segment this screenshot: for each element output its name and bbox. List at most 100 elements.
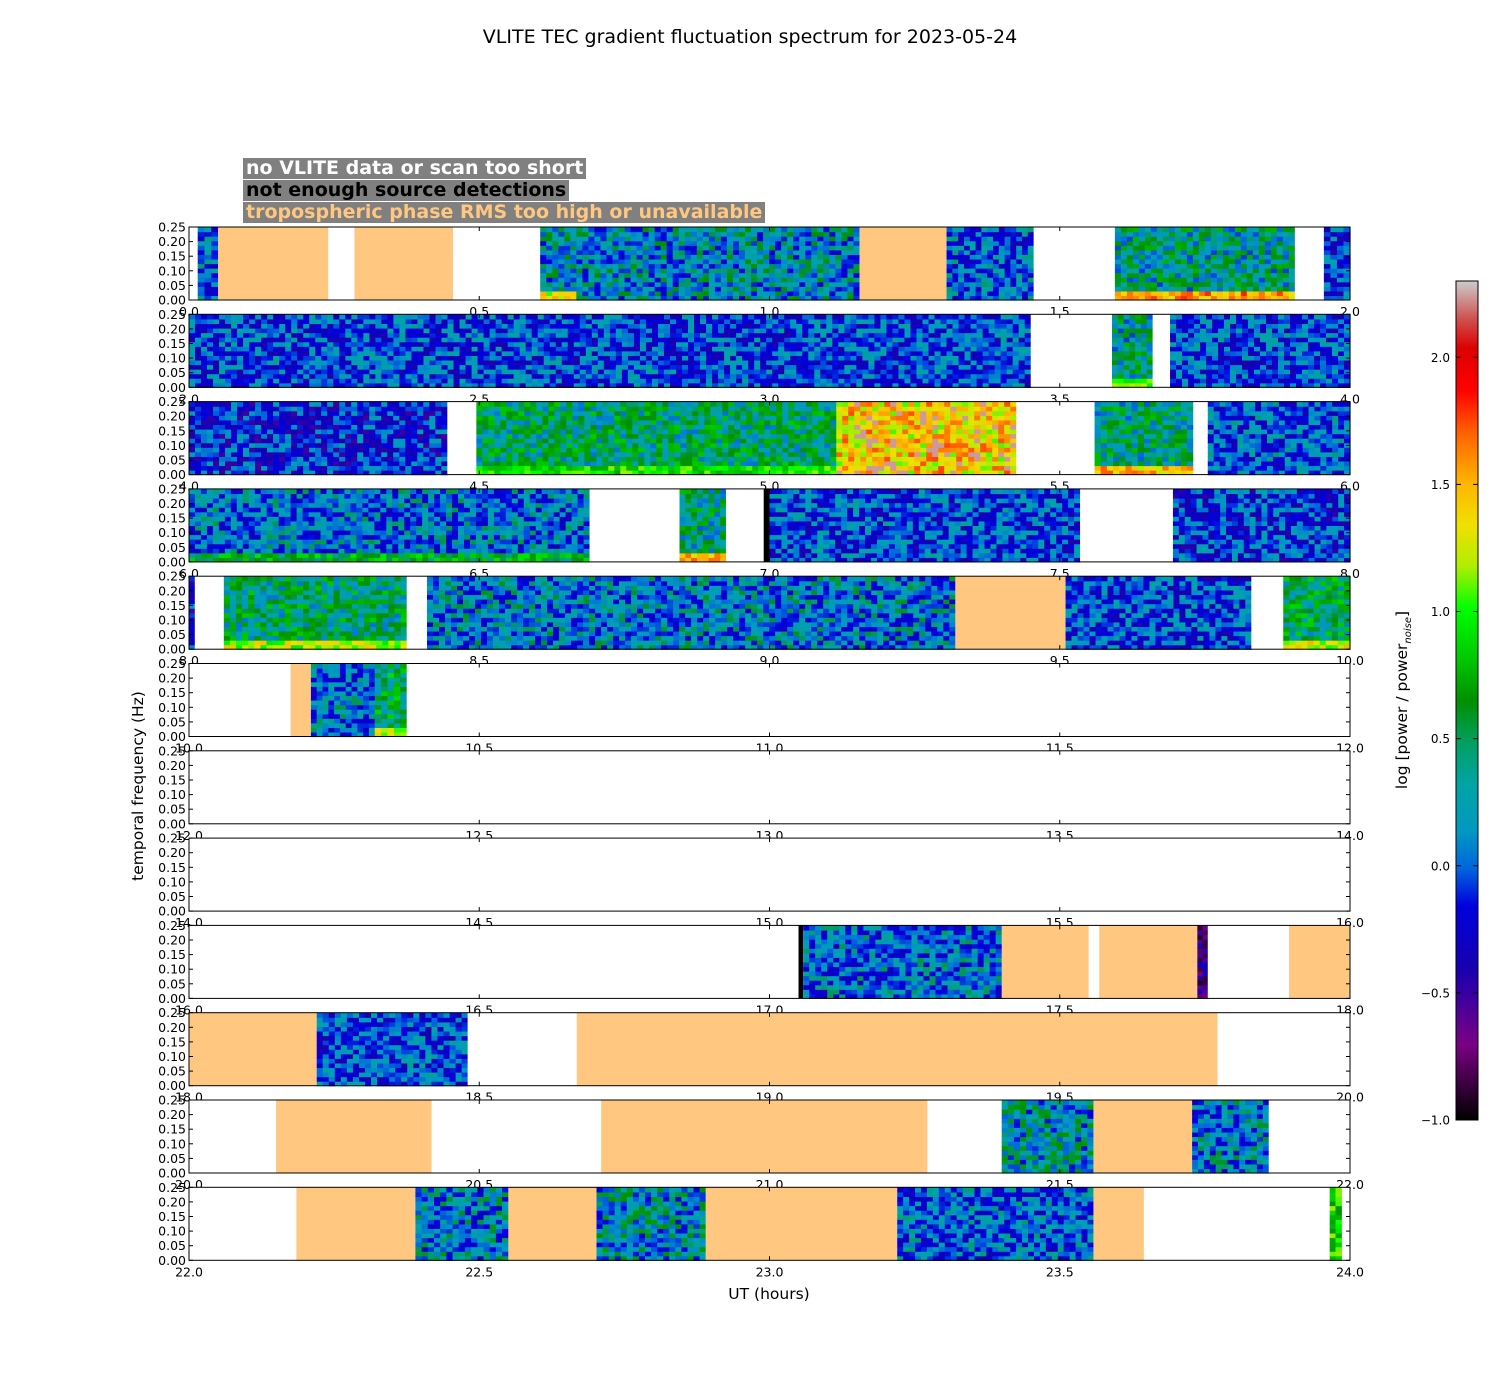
heatmap-cell: [1162, 295, 1170, 301]
heatmap-cell: [537, 382, 545, 388]
heatmap-cell: [459, 332, 467, 338]
heatmap-cell: [1186, 290, 1194, 297]
heatmap-cell: [1288, 231, 1296, 237]
heatmap-cell: [730, 323, 737, 329]
heatmap-cell: [567, 341, 575, 347]
heatmap-cell: [862, 359, 869, 366]
heatmap-cell: [838, 323, 845, 329]
heatmap-cell: [1182, 323, 1189, 329]
heatmap-cell: [1000, 337, 1008, 343]
heatmap-cell: [916, 346, 924, 352]
heatmap-cell: [489, 359, 497, 366]
heatmap-cell: [796, 364, 803, 370]
heatmap-cell: [393, 378, 401, 384]
heatmap-cell: [981, 272, 988, 278]
heatmap-cell: [570, 236, 577, 242]
heatmap-cell: [273, 428, 280, 435]
heatmap-cell: [357, 382, 364, 388]
heatmap-cell: [992, 281, 1000, 287]
heatmap-cell: [1272, 318, 1279, 325]
heatmap-cell: [633, 314, 641, 320]
heatmap-cell: [489, 318, 497, 325]
heatmap-cell: [958, 258, 965, 265]
heatmap-cell: [549, 378, 557, 384]
heatmap-cell: [922, 337, 930, 343]
heatmap-cell: [477, 346, 485, 352]
heatmap-cell: [856, 364, 863, 370]
heatmap-cell: [633, 350, 641, 356]
heatmap-cell: [1252, 290, 1260, 297]
heatmap-cell: [1240, 263, 1248, 269]
heatmap-cell: [1216, 263, 1224, 269]
heatmap-cell: [736, 359, 743, 366]
heatmap-cell: [1162, 240, 1170, 246]
heatmap-cell: [796, 318, 803, 325]
heatmap-cell: [1308, 327, 1315, 334]
heatmap-cell: [1270, 295, 1278, 301]
heatmap-cell: [1150, 277, 1158, 283]
heatmap-cell: [708, 277, 716, 283]
heatmap-cell: [204, 254, 212, 260]
heatmap-cell: [597, 346, 605, 352]
heatmap-cell: [1332, 341, 1339, 347]
heatmap-cell: [922, 382, 930, 388]
heatmap-cell: [880, 314, 888, 320]
heatmap-cell: [249, 346, 256, 352]
heatmap-cell: [291, 451, 298, 457]
heatmap-cell: [946, 227, 953, 233]
heatmap-cell: [309, 341, 316, 347]
heatmap-cell: [189, 318, 196, 325]
heatmap-cell: [333, 332, 340, 338]
heatmap-cell: [754, 323, 761, 329]
heatmap-cell: [447, 346, 455, 352]
heatmap-cell: [1343, 254, 1351, 260]
heatmap-cell: [558, 254, 565, 260]
heatmap-cell: [315, 465, 322, 471]
heatmap-cell: [561, 355, 569, 361]
heatmap-cell: [441, 364, 449, 370]
heatmap-cell: [1302, 337, 1309, 343]
heatmap-cell: [841, 295, 849, 301]
heatmap-cell: [1270, 231, 1278, 237]
heatmap-cell: [998, 281, 1006, 287]
heatmap-cell: [1216, 268, 1224, 274]
heatmap-cell: [805, 286, 812, 292]
heatmap-cell: [1254, 332, 1261, 338]
heatmap-cell: [612, 272, 620, 278]
heatmap-cell: [1242, 355, 1249, 361]
heatmap-cell: [405, 337, 413, 343]
heatmap-cell: [751, 281, 758, 287]
heatmap-cell: [856, 318, 863, 325]
heatmap-cell: [838, 341, 845, 347]
heatmap-cell: [219, 323, 226, 329]
heatmap-cell: [835, 268, 842, 274]
heatmap-cell: [423, 378, 431, 384]
heatmap-cell: [609, 332, 617, 338]
heatmap-cell: [303, 373, 310, 379]
heatmap-cell: [471, 359, 479, 366]
heatmap-cell: [273, 332, 280, 338]
heatmap-cell: [844, 350, 851, 356]
heatmap-cell: [549, 346, 557, 352]
heatmap-cell: [958, 245, 965, 251]
heatmap-cell: [992, 240, 1000, 246]
heatmap-cell: [636, 281, 644, 287]
heatmap-cell: [211, 231, 219, 237]
heatmap-cell: [1264, 236, 1272, 242]
heatmap-cell: [633, 323, 641, 329]
heatmap-cell: [195, 433, 202, 439]
heatmap-cell: [1282, 290, 1290, 297]
heatmap-cell: [880, 355, 888, 361]
heatmap-cell: [976, 314, 984, 320]
heatmap-cell: [970, 359, 978, 366]
heatmap-cell: [1218, 369, 1225, 375]
heatmap-cell: [1206, 382, 1213, 388]
heatmap-cell: [363, 318, 370, 325]
heatmap-cell: [552, 277, 559, 283]
heatmap-cell: [817, 281, 824, 287]
heatmap-cell: [618, 290, 626, 297]
heatmap-cell: [213, 447, 220, 453]
heatmap-cell: [928, 378, 936, 384]
heatmap-cell: [633, 346, 641, 352]
heatmap-cell: [489, 373, 497, 379]
